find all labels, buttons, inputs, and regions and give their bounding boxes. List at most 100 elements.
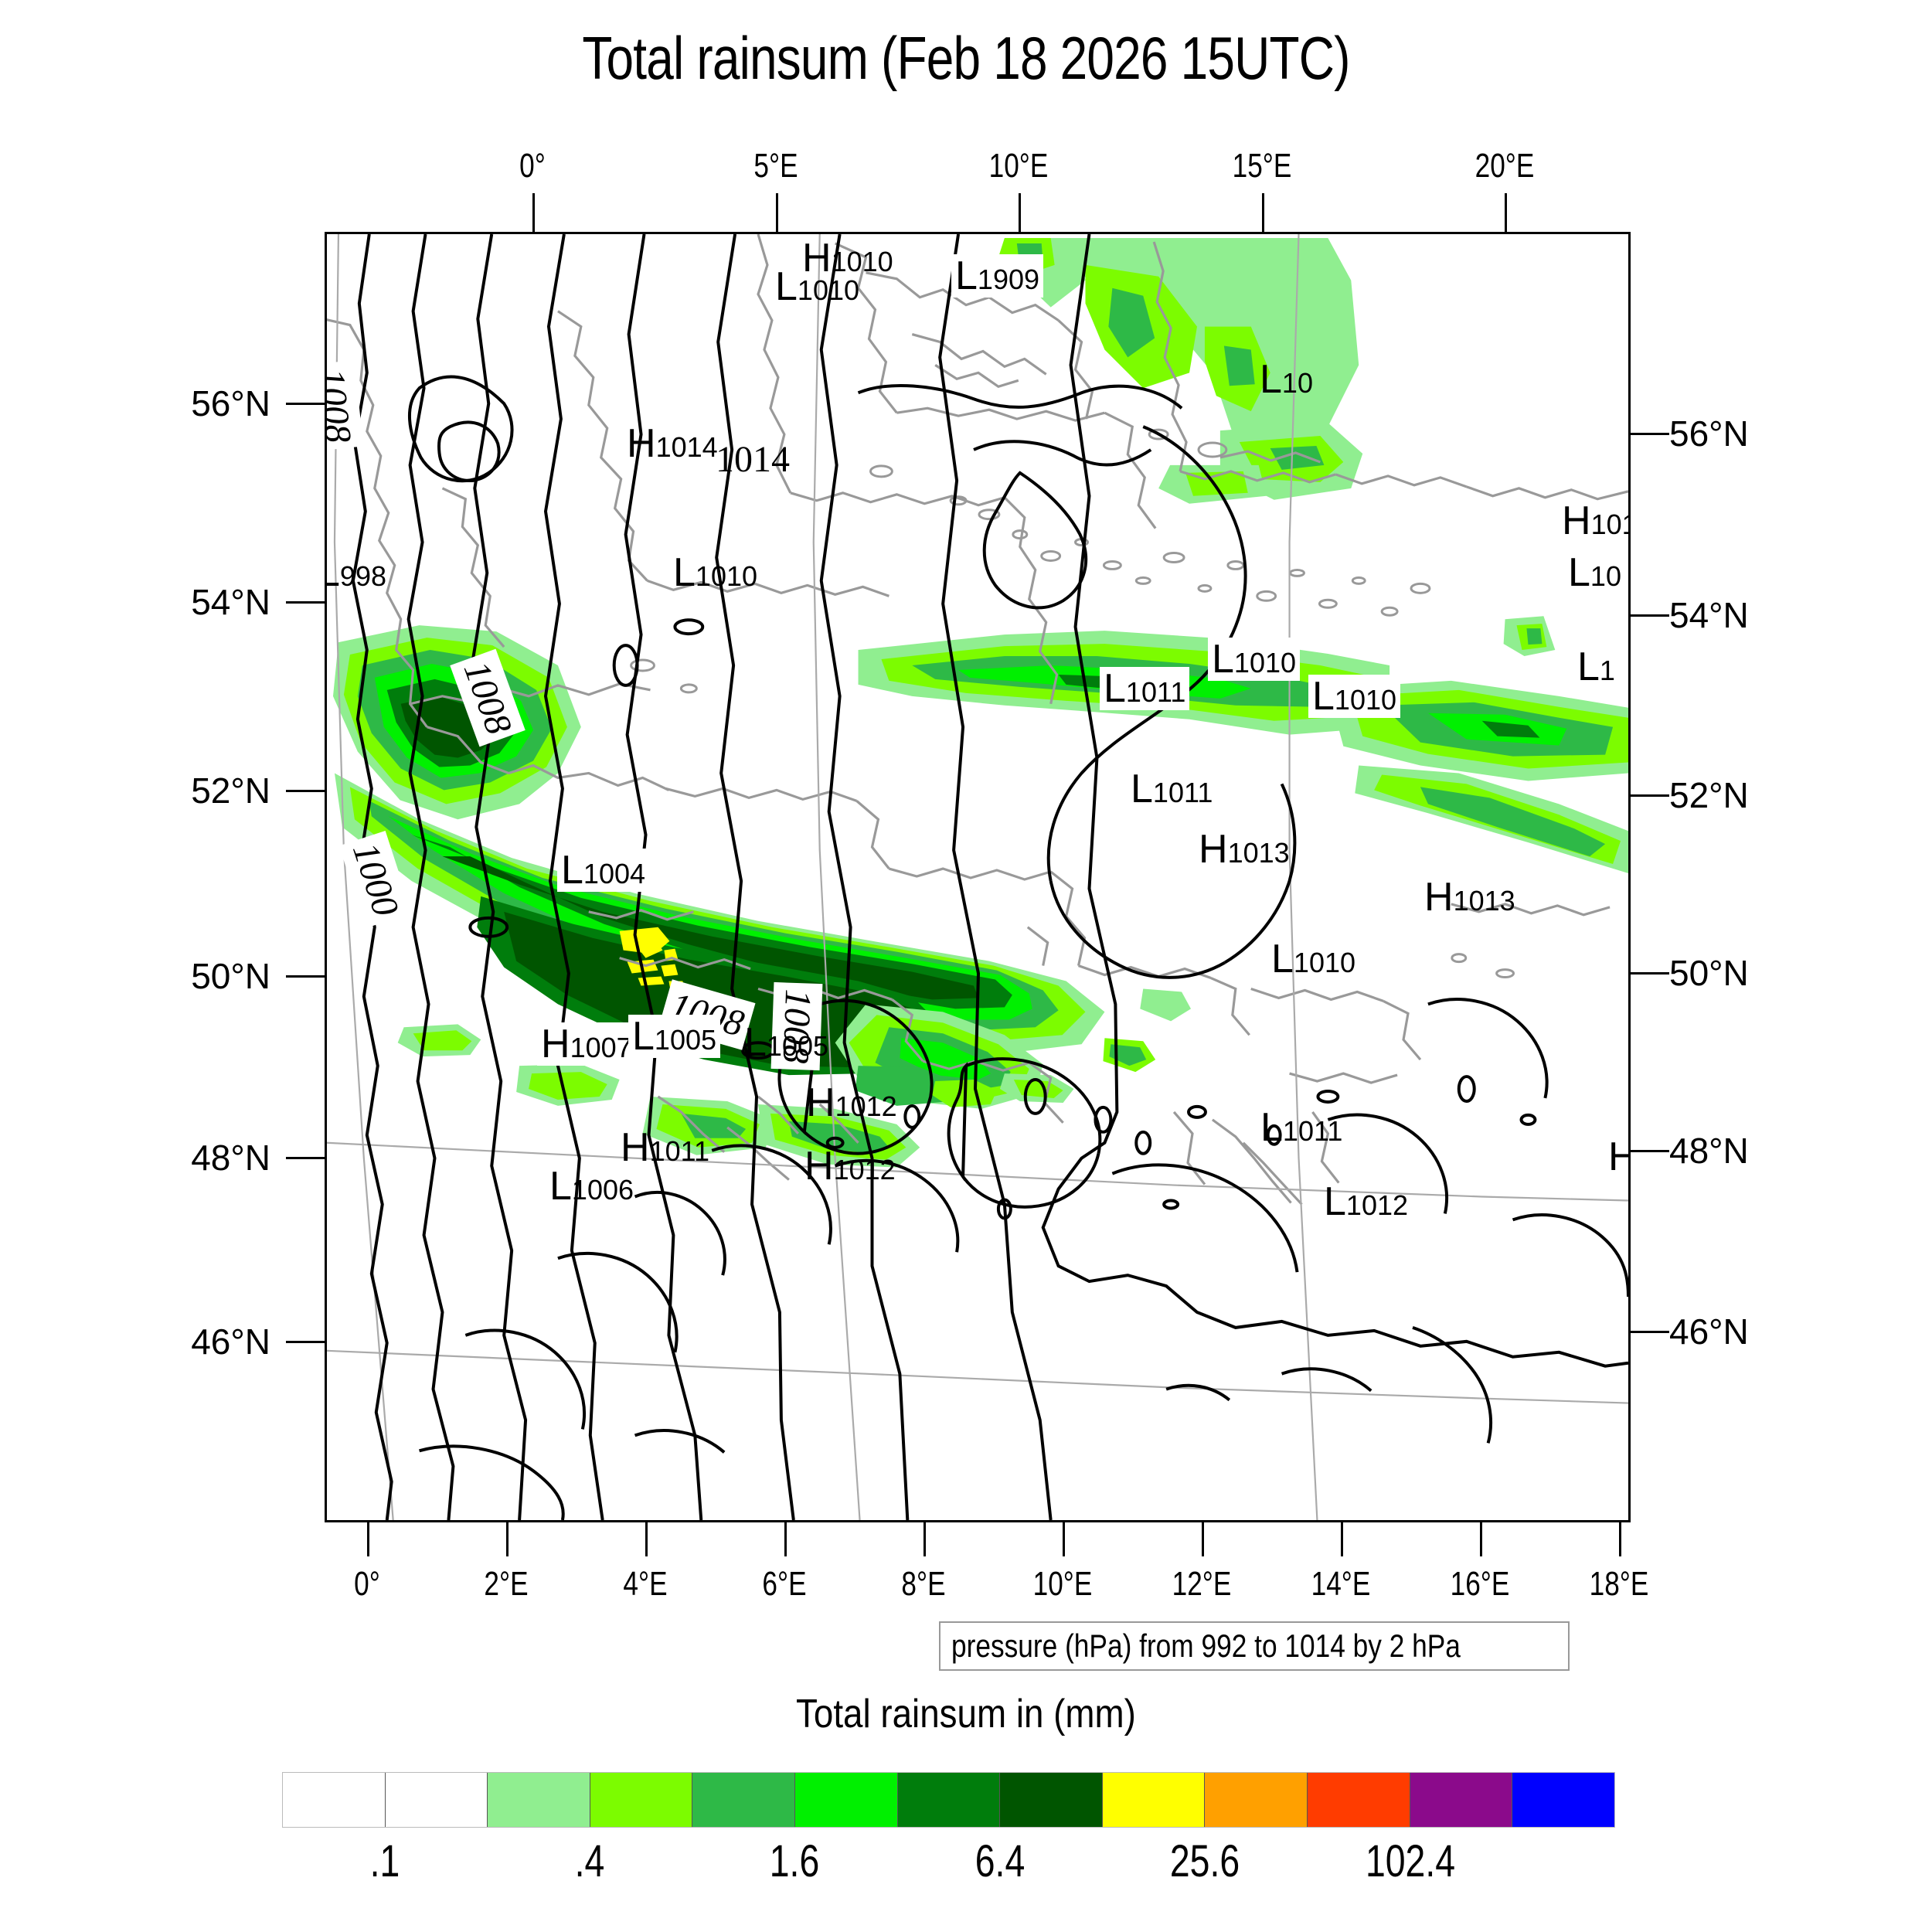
colorbar xyxy=(282,1772,1615,1828)
axis-label-left-54n: 54°N xyxy=(191,582,270,622)
tick-left-52 xyxy=(286,790,326,792)
colorbar-label-2: 1.6 xyxy=(770,1836,820,1886)
pressure-center-l-1-e: L1 xyxy=(1577,645,1615,689)
colorbar-label-5: 102.4 xyxy=(1365,1836,1455,1886)
axis-label-right-46n: 46°N xyxy=(1669,1311,1749,1352)
axis-label-right-52n: 52°N xyxy=(1669,775,1749,815)
axis-label-right-48n: 48°N xyxy=(1669,1131,1749,1171)
pressure-center-h-1007: H1007 xyxy=(537,1022,636,1066)
tick-bottom-8 xyxy=(1480,1522,1482,1556)
tick-bottom-1 xyxy=(506,1522,509,1556)
pressure-center-h-1011: H1011 xyxy=(621,1125,709,1170)
pressure-center-l-1004: L1004 xyxy=(557,849,650,892)
pressure-center-h-1013: H1013 xyxy=(1199,827,1290,872)
colorbar-segment-9 xyxy=(1205,1773,1308,1827)
tick-top-0 xyxy=(532,193,535,232)
pressure-center-h-1010: H1010 xyxy=(802,236,893,281)
axis-label-bottom-0: 0° xyxy=(354,1565,380,1603)
axis-label-left-46n: 46°N xyxy=(191,1321,270,1362)
coastlines xyxy=(327,234,1628,1206)
tick-top-3 xyxy=(1262,193,1264,232)
pressure-center-l-1005-e: L1005 xyxy=(744,1020,829,1065)
colorbar-segment-5 xyxy=(795,1773,898,1827)
axis-label-bottom-9: 18°E xyxy=(1589,1565,1649,1603)
tick-top-4 xyxy=(1505,193,1507,232)
pressure-center-l-1011-se: L1011 xyxy=(1260,1105,1343,1150)
pressure-center-l-1006: L1006 xyxy=(549,1164,634,1209)
tick-bottom-3 xyxy=(784,1522,787,1556)
tick-left-54 xyxy=(286,601,326,604)
axis-label-bottom-3: 6°E xyxy=(762,1565,807,1603)
tick-right-48 xyxy=(1629,1150,1669,1152)
tick-bottom-5 xyxy=(1063,1522,1065,1556)
colorbar-segment-11 xyxy=(1410,1773,1513,1827)
axis-label-left-48n: 48°N xyxy=(191,1138,270,1178)
axis-label-top-3: 15°E xyxy=(1232,147,1292,185)
tick-right-52 xyxy=(1629,794,1669,797)
pressure-center-l-1010-s: L1010 xyxy=(1271,937,1356,981)
contour-label-1014: 1014 xyxy=(716,439,790,480)
axis-label-bottom-5: 10°E xyxy=(1032,1565,1093,1603)
tick-left-56 xyxy=(286,403,326,405)
pressure-center-h-1012-w: H1012 xyxy=(806,1080,897,1125)
pressure-center-l-10-ne: L10 xyxy=(1260,357,1313,402)
colorbar-segment-6 xyxy=(897,1773,1001,1827)
tick-bottom-2 xyxy=(645,1522,648,1556)
pressure-center-h-1013-e: H1013 xyxy=(1424,875,1515,920)
axis-label-left-52n: 52°N xyxy=(191,770,270,811)
pressure-legend-text: pressure (hPa) from 992 to 1014 by 2 hPa xyxy=(951,1628,1461,1664)
axis-label-right-54n: 54°N xyxy=(1669,595,1749,635)
axis-label-right-50n: 50°N xyxy=(1669,953,1749,993)
tick-bottom-6 xyxy=(1202,1522,1204,1556)
colorbar-label-4: 25.6 xyxy=(1170,1836,1240,1886)
axis-label-bottom-1: 2°E xyxy=(484,1565,529,1603)
pressure-center-h-edge: H xyxy=(1608,1137,1628,1177)
axis-label-bottom-8: 16°E xyxy=(1450,1565,1510,1603)
colorbar-label-1: .4 xyxy=(574,1836,605,1886)
tick-top-2 xyxy=(1019,193,1021,232)
colorbar-label-3: 6.4 xyxy=(975,1836,1026,1886)
tick-bottom-4 xyxy=(923,1522,926,1556)
precip-field-main xyxy=(332,625,1192,1168)
tick-left-48 xyxy=(286,1157,326,1159)
pressure-center-l-1010-c: L1010 xyxy=(673,550,758,595)
pressure-center-h-1014: H1014 xyxy=(627,421,718,466)
axis-label-bottom-7: 14°E xyxy=(1311,1565,1371,1603)
pressure-center-l-998: L998 xyxy=(327,553,386,593)
colorbar-segment-3 xyxy=(590,1773,693,1827)
colorbar-segment-1 xyxy=(385,1773,488,1827)
colorbar-segment-0 xyxy=(283,1773,386,1827)
axis-label-top-2: 10°E xyxy=(988,147,1049,185)
colorbar-title-text: Total rainsum in (mm) xyxy=(796,1692,1136,1736)
axis-label-top-1: 5°E xyxy=(753,147,798,185)
page-title: Total rainsum (Feb 18 2026 15UTC) xyxy=(582,24,1350,92)
pressure-center-l-1005-w: L1005 xyxy=(628,1015,721,1058)
colorbar-segment-7 xyxy=(1000,1773,1103,1827)
colorbar-segment-4 xyxy=(692,1773,796,1827)
pressure-center-l-1010-n: L1010 xyxy=(775,264,860,309)
pressure-center-l-1011-s: L1011 xyxy=(1131,767,1213,811)
tick-bottom-7 xyxy=(1341,1522,1343,1556)
pressure-center-h-101-e: H101 xyxy=(1562,498,1628,543)
axis-label-left-50n: 50°N xyxy=(191,956,270,996)
colorbar-segment-2 xyxy=(488,1773,590,1827)
tick-left-46 xyxy=(286,1341,326,1343)
colorbar-label-0: .1 xyxy=(369,1836,400,1886)
colorbar-segment-8 xyxy=(1102,1773,1206,1827)
colorbar-segment-12 xyxy=(1512,1773,1614,1827)
axis-label-bottom-2: 4°E xyxy=(623,1565,668,1603)
tick-bottom-9 xyxy=(1619,1522,1621,1556)
tick-bottom-0 xyxy=(367,1522,369,1556)
axis-label-left-56n: 56°N xyxy=(191,383,270,423)
colorbar-labels: .1 .4 1.6 6.4 25.6 102.4 xyxy=(282,1835,1615,1905)
tick-right-56 xyxy=(1629,433,1669,435)
tick-right-50 xyxy=(1629,972,1669,975)
islands xyxy=(630,428,1515,979)
axis-label-top-4: 20°E xyxy=(1475,147,1535,185)
tick-right-46 xyxy=(1629,1331,1669,1333)
pressure-center-h-1012-e: H1012 xyxy=(804,1144,896,1189)
axis-label-right-56n: 56°N xyxy=(1669,413,1749,454)
pressure-contour-legend: pressure (hPa) from 992 to 1014 by 2 hPa xyxy=(939,1621,1570,1671)
pressure-center-l-1012: L1012 xyxy=(1324,1179,1409,1224)
axis-label-bottom-4: 8°E xyxy=(901,1565,946,1603)
